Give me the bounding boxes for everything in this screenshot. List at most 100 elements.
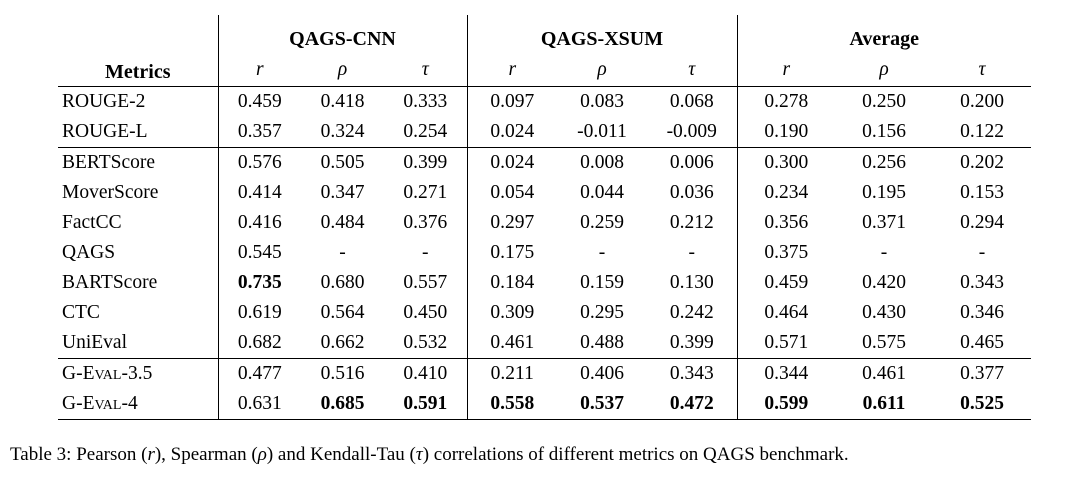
value-cell: 0.300: [736, 147, 835, 178]
value-cell: 0.068: [669, 91, 714, 112]
value-cell: 0.024: [466, 117, 557, 148]
col-header-tau: τ: [978, 58, 986, 80]
metric-name: CTC: [62, 302, 100, 323]
value-cell: 0.406: [580, 363, 624, 384]
value-cell: 0.557: [403, 272, 448, 293]
value-cell: 0.175: [466, 238, 557, 268]
value-cell: 0.278: [736, 86, 835, 117]
value-cell: 0.333: [403, 91, 448, 112]
table-row: QAGS 0.545 - - 0.175 - - 0.375 - -: [58, 238, 1031, 268]
value-cell: 0.024: [466, 147, 557, 178]
metric-name: ROUGE-2: [62, 91, 146, 112]
value-cell: 0.537: [580, 393, 624, 414]
value-cell: 0.156: [862, 121, 906, 142]
value-cell: 0.234: [736, 178, 835, 208]
value-cell: 0.416: [217, 208, 301, 238]
table-row: FactCC 0.416 0.484 0.376 0.297 0.259 0.212 0.35…: [58, 208, 1031, 238]
value-cell: 0.477: [217, 358, 301, 389]
value-cell: 0.343: [960, 272, 1004, 293]
value-cell: 0.295: [580, 302, 624, 323]
col-header-rho: ρ: [597, 58, 607, 80]
value-cell: 0.465: [960, 332, 1004, 353]
metric-name: BARTScore: [62, 272, 158, 293]
value-cell: 0.459: [736, 268, 835, 298]
value-cell: 0.347: [320, 182, 365, 203]
value-cell: 0.619: [217, 298, 301, 328]
value-cell: 0.271: [403, 182, 448, 203]
metric-name: G-Eval-3.5: [62, 363, 153, 384]
value-cell: 0.097: [466, 86, 557, 117]
value-cell: 0.430: [862, 302, 906, 323]
value-cell: 0.575: [862, 332, 906, 353]
value-cell: 0.256: [862, 152, 906, 173]
table-row: BERTScore 0.576 0.505 0.399 0.024 0.008 0.006 0…: [58, 147, 1031, 178]
caption-symbol-r: r: [147, 444, 155, 465]
value-cell: 0.545: [217, 238, 301, 268]
value-cell: 0.202: [960, 152, 1004, 173]
value-cell: 0.414: [217, 178, 301, 208]
value-cell: 0.259: [580, 212, 624, 233]
value-cell: 0.184: [466, 268, 557, 298]
value-cell: 0.484: [320, 212, 365, 233]
value-cell: 0.195: [862, 182, 906, 203]
value-cell: 0.346: [960, 302, 1004, 323]
value-cell: 0.591: [403, 393, 448, 414]
metric-name: BERTScore: [62, 152, 156, 173]
value-cell: -: [688, 242, 696, 263]
value-cell: -: [598, 242, 606, 263]
value-cell: 0.418: [320, 91, 365, 112]
table-row: G-Eval-3.5 0.477 0.516 0.410 0.211 0.406 0.343…: [58, 358, 1031, 389]
value-cell: 0.294: [960, 212, 1004, 233]
value-cell: 0.122: [960, 121, 1004, 142]
value-cell: 0.212: [669, 212, 714, 233]
value-cell: 0.399: [403, 152, 448, 173]
value-cell: -: [339, 242, 346, 263]
value-cell: -0.009: [666, 121, 717, 142]
value-cell: 0.153: [960, 182, 1004, 203]
value-cell: 0.054: [466, 178, 557, 208]
table-row: ROUGE-L 0.357 0.324 0.254 0.024 -0.011 -0.009 0…: [58, 117, 1031, 148]
value-cell: 0.420: [862, 272, 906, 293]
value-cell: 0.211: [466, 358, 557, 389]
value-cell: 0.343: [669, 363, 714, 384]
value-cell: 0.190: [736, 117, 835, 148]
value-cell: 0.250: [862, 91, 906, 112]
caption-symbol-tau: τ: [415, 444, 423, 465]
value-cell: 0.324: [320, 121, 365, 142]
value-cell: 0.200: [960, 91, 1004, 112]
value-cell: 0.083: [580, 91, 624, 112]
value-cell: 0.685: [320, 393, 365, 414]
table-row: CTC 0.619 0.564 0.450 0.309 0.295 0.242 0.464 0.…: [58, 298, 1031, 328]
value-cell: 0.631: [217, 389, 301, 420]
group-header-qags-xsum: QAGS-XSUM: [466, 15, 737, 53]
value-cell: 0.399: [669, 332, 714, 353]
value-cell: 0.576: [217, 147, 301, 178]
caption-text: Table 3: Pearson (: [10, 444, 148, 465]
value-cell: 0.459: [217, 86, 301, 117]
value-cell: 0.571: [736, 328, 835, 359]
metric-name: FactCC: [62, 212, 122, 233]
value-cell: -: [978, 242, 986, 263]
value-cell: 0.254: [403, 121, 448, 142]
value-cell: 0.130: [669, 272, 714, 293]
value-cell: 0.356: [736, 208, 835, 238]
value-cell: 0.357: [217, 117, 301, 148]
value-cell: 0.461: [466, 328, 557, 359]
col-header-rho: ρ: [337, 58, 348, 80]
value-cell: -: [880, 242, 888, 263]
value-cell: 0.472: [669, 393, 714, 414]
col-header-r: r: [217, 53, 301, 87]
value-cell: 0.662: [320, 332, 365, 353]
group-header-average: Average: [736, 15, 1031, 53]
table-row: UniEval 0.682 0.662 0.532 0.461 0.488 0.399 0.5…: [58, 328, 1031, 359]
table-caption: Table 3: Pearson (r), Spearman (ρ) and K…: [0, 444, 1075, 466]
value-cell: 0.516: [320, 363, 365, 384]
value-cell: 0.375: [736, 238, 835, 268]
table-row: MoverScore 0.414 0.347 0.271 0.054 0.044 0.036…: [58, 178, 1031, 208]
value-cell: -0.011: [577, 121, 627, 142]
table-row: G-Eval-4 0.631 0.685 0.591 0.558 0.537 0.472 0.…: [58, 389, 1031, 420]
metric-name: QAGS: [62, 242, 116, 263]
table-row: ROUGE-2 0.459 0.418 0.333 0.097 0.083 0.068 0.2…: [58, 86, 1031, 117]
value-cell: 0.309: [466, 298, 557, 328]
caption-text: ) and Kendall-Tau (: [266, 444, 416, 465]
